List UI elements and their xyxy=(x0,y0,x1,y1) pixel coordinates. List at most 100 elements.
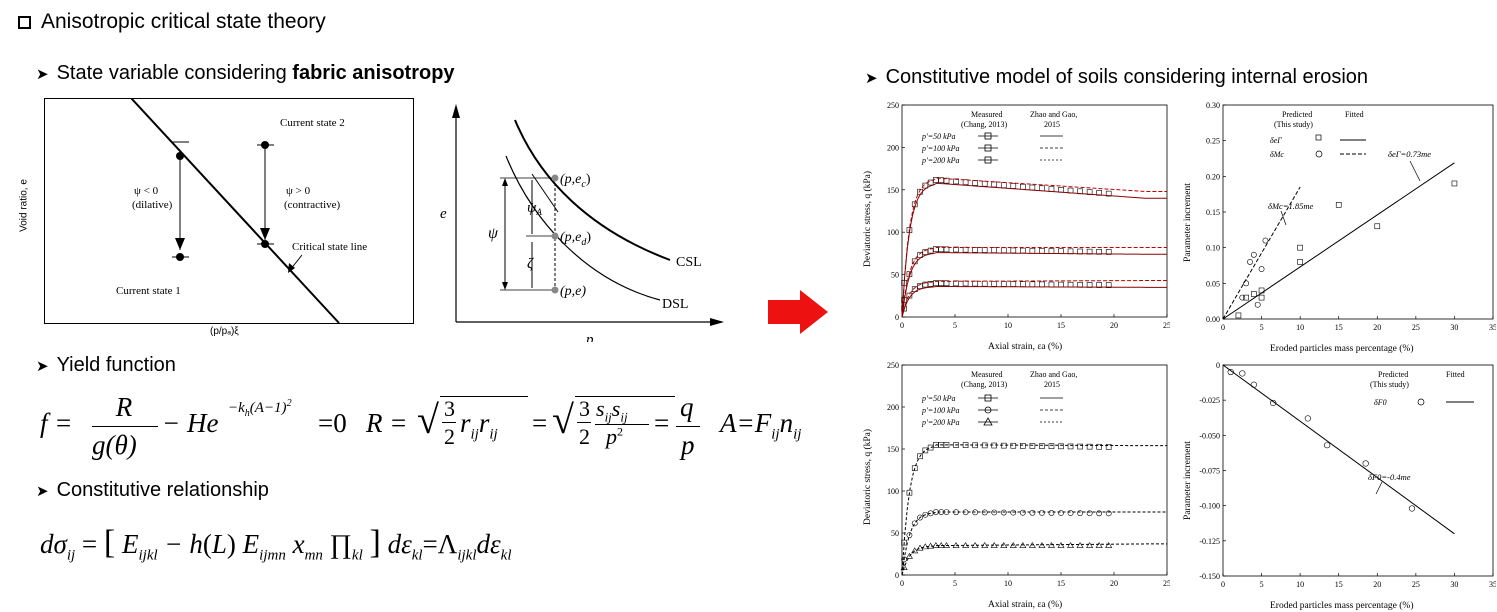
data-marker xyxy=(991,509,998,516)
right-bullet-text: Constitutive model of soils considering … xyxy=(885,66,1369,88)
data-marker xyxy=(922,182,929,189)
data-marker xyxy=(1058,510,1064,516)
x-tick-label: 25 xyxy=(1412,323,1420,332)
data-marker xyxy=(922,511,929,518)
pec-label: (p,ec) xyxy=(560,172,591,190)
void-ratio-diagram: Void ratio, e Current state 1 Current st… xyxy=(44,98,414,324)
constitutive-equation: dσij = [ Eijkl − h(L) Eijmn xmn ∏kl ] dε… xyxy=(40,524,512,564)
c4-circle-point xyxy=(1324,442,1331,449)
data-marker xyxy=(1039,281,1045,288)
c3-legend-row1: p'=50 kPa xyxy=(921,394,956,403)
c3-model-curve xyxy=(901,511,1167,576)
data-marker xyxy=(1105,282,1112,288)
data-marker xyxy=(1077,510,1083,517)
c4-legend-r1: δF0 xyxy=(1374,398,1387,407)
data-marker xyxy=(933,442,939,448)
y-tick-label: 100 xyxy=(887,228,899,237)
c1-legend-h2: Zhao and Gao, xyxy=(1030,110,1077,119)
c3-model-curve xyxy=(901,444,1167,576)
x-tick-label: 5 xyxy=(1260,580,1264,589)
x-tick-label: 15 xyxy=(1335,580,1343,589)
y-tick-label: 150 xyxy=(887,186,899,195)
c2-circle-point xyxy=(1254,301,1261,308)
data-marker xyxy=(1067,443,1074,450)
c2-square-point xyxy=(1297,259,1303,265)
c2-legend-h1: Predicted xyxy=(1282,110,1312,119)
c4-circle-point xyxy=(1270,399,1277,407)
psiA-symbol: ψA xyxy=(527,200,542,217)
data-marker xyxy=(991,181,998,188)
x-tick-label: 25 xyxy=(1163,321,1170,330)
data-marker xyxy=(901,539,907,546)
data-marker xyxy=(981,180,988,187)
y-tick-label: 0.05 xyxy=(1206,279,1220,288)
c1-fit-curve xyxy=(901,182,1167,318)
y-tick-label: 0 xyxy=(895,313,899,322)
data-marker xyxy=(938,177,945,184)
data-marker xyxy=(962,246,969,253)
c3-legend-row3: p'=200 kPa xyxy=(921,418,960,427)
data-marker xyxy=(972,180,978,186)
y-tick-label: 200 xyxy=(887,403,899,412)
y-tick-label: -0.150 xyxy=(1199,572,1220,581)
c2-xlabel: Eroded particles mass percentage (%) xyxy=(1270,343,1414,354)
c2-square-point xyxy=(1251,291,1257,297)
data-marker xyxy=(972,280,978,287)
p-axis-label: p xyxy=(585,332,594,342)
c2-legend-circle xyxy=(1315,150,1323,158)
chart-parameter-increment-2: 0 5 10 15 20 25 30 35 -0.150 -0.125 -0.100 -0.075 -0… xyxy=(1183,361,1496,611)
heading-text: Anisotropic critical state theory xyxy=(41,10,326,33)
data-marker xyxy=(1010,442,1017,449)
ped-label: (p,ed) xyxy=(560,230,591,248)
square-bullet-icon xyxy=(18,16,31,29)
c2-legend-r2: δMc xyxy=(1270,150,1284,159)
x-tick-label: 15 xyxy=(1057,579,1065,588)
c1-legend-h1b: (Chang, 2013) xyxy=(961,120,1008,129)
y-tick-label: 0.25 xyxy=(1206,137,1220,146)
c2-legend-h1b: (This study) xyxy=(1274,120,1313,129)
zeta-symbol: ζ xyxy=(527,256,534,272)
data-marker xyxy=(1029,281,1036,288)
data-marker xyxy=(991,281,998,287)
y-tick-label: 0.20 xyxy=(1206,172,1220,181)
data-marker xyxy=(1029,443,1036,449)
c2-square-point xyxy=(1335,202,1342,208)
data-marker xyxy=(943,280,950,287)
x-tick-label: 10 xyxy=(1004,321,1012,330)
x-tick-label: 35 xyxy=(1489,323,1496,332)
c3-legend-symbols xyxy=(978,394,1063,426)
x-tick-label: 20 xyxy=(1373,323,1381,332)
c3-legend-h2: Zhao and Gao, xyxy=(1030,370,1077,379)
c1-ylabel: Deviatoric stress, q (kPa) xyxy=(862,171,873,267)
c4-circle-point xyxy=(1304,415,1311,422)
c4-circle-point xyxy=(1408,505,1416,512)
data-marker xyxy=(1058,443,1064,450)
c3-legend-h2b: 2015 xyxy=(1044,380,1060,389)
y-tick-label: -0.075 xyxy=(1199,467,1220,476)
data-marker xyxy=(943,246,950,253)
c2-circle-point xyxy=(1262,237,1269,244)
c3-model-curve xyxy=(901,543,1167,576)
c2-square-point xyxy=(1243,294,1249,301)
data-marker xyxy=(1076,542,1084,548)
c1-legend-symbols xyxy=(978,132,1063,164)
psi-positive-label: ψ > 0 xyxy=(286,185,311,197)
bullet1-text: State variable considering xyxy=(56,62,293,84)
e-axis-label: e xyxy=(440,206,447,222)
data-marker xyxy=(933,246,939,252)
data-marker xyxy=(1010,281,1017,287)
c4-xlabel: Eroded particles mass percentage (%) xyxy=(1270,600,1414,611)
data-marker xyxy=(917,453,923,460)
c1-legend-h2b: 2015 xyxy=(1044,120,1060,129)
data-marker xyxy=(1020,281,1026,287)
data-marker xyxy=(1048,281,1055,288)
csl-label: Critical state line xyxy=(292,241,367,253)
c2-legend-h2: Fitted xyxy=(1345,110,1364,119)
data-marker xyxy=(1086,542,1094,548)
current-state-1-label: Current state 1 xyxy=(116,285,181,297)
x-tick-label: 5 xyxy=(953,321,957,330)
data-marker xyxy=(1086,443,1093,450)
data-marker xyxy=(981,247,988,253)
data-marker xyxy=(1105,249,1112,255)
data-marker xyxy=(933,280,939,286)
